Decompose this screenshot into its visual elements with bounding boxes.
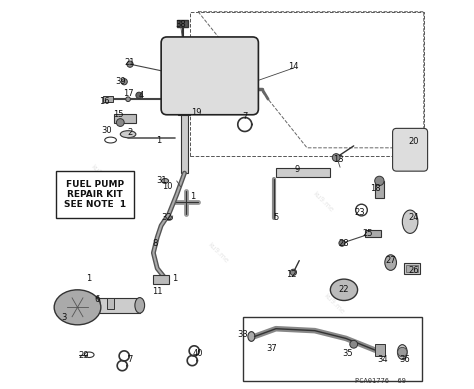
Text: 17: 17 — [123, 89, 133, 98]
Text: 19: 19 — [191, 108, 201, 117]
Text: 12: 12 — [286, 270, 297, 279]
Text: 1: 1 — [156, 135, 162, 145]
Text: 6: 6 — [94, 295, 100, 304]
Ellipse shape — [162, 179, 169, 183]
Bar — [177, 20, 188, 27]
Text: 31: 31 — [156, 176, 166, 186]
Ellipse shape — [385, 255, 396, 270]
Text: 1: 1 — [190, 192, 195, 201]
Bar — [107, 298, 114, 309]
Circle shape — [398, 347, 407, 357]
Text: 7: 7 — [242, 112, 247, 121]
Text: 39: 39 — [115, 77, 126, 86]
Text: 26: 26 — [409, 266, 419, 275]
Text: 30: 30 — [101, 126, 112, 135]
Circle shape — [136, 92, 142, 98]
Circle shape — [375, 176, 384, 186]
Bar — [178, 107, 191, 115]
Text: ku9.me: ku9.me — [206, 242, 229, 264]
Text: ku9.me: ku9.me — [90, 164, 112, 186]
Circle shape — [127, 61, 133, 67]
Text: 36: 36 — [399, 355, 410, 364]
Bar — [154, 275, 169, 284]
Text: 4: 4 — [139, 91, 144, 100]
Text: 37: 37 — [267, 343, 277, 353]
Bar — [191, 12, 424, 156]
Bar — [103, 96, 112, 102]
FancyBboxPatch shape — [161, 37, 258, 115]
Text: 13: 13 — [333, 155, 344, 164]
Text: ku9.me: ku9.me — [311, 191, 334, 214]
Circle shape — [63, 293, 92, 322]
Text: 25: 25 — [362, 229, 373, 238]
Bar — [375, 181, 383, 198]
Text: PCA01776  69: PCA01776 69 — [356, 378, 406, 384]
Text: 21: 21 — [125, 58, 135, 67]
Text: 23: 23 — [354, 207, 365, 217]
Ellipse shape — [165, 216, 173, 220]
Bar — [97, 298, 140, 313]
Circle shape — [126, 97, 130, 102]
Text: 38: 38 — [175, 19, 186, 29]
Bar — [365, 230, 381, 237]
Ellipse shape — [135, 298, 145, 313]
Text: 27: 27 — [385, 256, 396, 265]
Text: 5: 5 — [273, 213, 279, 223]
Text: 3: 3 — [61, 312, 66, 322]
Text: 1: 1 — [87, 273, 92, 283]
Bar — [56, 171, 134, 218]
Text: 29: 29 — [78, 351, 89, 361]
Text: 16: 16 — [100, 96, 110, 106]
Ellipse shape — [248, 331, 255, 342]
Text: 28: 28 — [338, 238, 349, 248]
Ellipse shape — [336, 284, 352, 296]
Bar — [375, 344, 385, 356]
Bar — [243, 317, 422, 381]
Text: 2: 2 — [128, 128, 133, 137]
Circle shape — [339, 240, 345, 246]
Circle shape — [71, 300, 84, 314]
Bar — [114, 114, 136, 123]
Circle shape — [290, 269, 297, 275]
Text: 20: 20 — [409, 137, 419, 147]
Text: 34: 34 — [378, 355, 388, 364]
Text: 11: 11 — [152, 287, 163, 296]
Text: 22: 22 — [339, 285, 349, 294]
Text: 15: 15 — [113, 110, 124, 119]
Text: 8: 8 — [153, 238, 158, 248]
Text: 24: 24 — [409, 213, 419, 223]
Bar — [404, 263, 420, 274]
Circle shape — [196, 62, 231, 97]
Circle shape — [117, 119, 124, 126]
Bar — [406, 265, 418, 272]
Text: 32: 32 — [162, 213, 172, 223]
Ellipse shape — [398, 345, 407, 359]
Text: 18: 18 — [370, 184, 381, 193]
Text: 33: 33 — [237, 330, 248, 339]
Text: FUEL PUMP
REPAIR KIT
SEE NOTE  1: FUEL PUMP REPAIR KIT SEE NOTE 1 — [64, 180, 126, 209]
Circle shape — [121, 79, 128, 85]
Text: 14: 14 — [288, 61, 299, 71]
Text: 7: 7 — [128, 355, 133, 364]
Bar — [181, 113, 188, 173]
Circle shape — [332, 154, 340, 161]
Text: 10: 10 — [162, 182, 172, 191]
Ellipse shape — [54, 290, 101, 325]
Circle shape — [350, 340, 357, 348]
Bar — [276, 168, 330, 177]
Text: 1: 1 — [172, 273, 177, 283]
Text: 40: 40 — [193, 349, 203, 359]
Ellipse shape — [120, 131, 136, 138]
Ellipse shape — [402, 210, 418, 233]
FancyBboxPatch shape — [392, 128, 428, 171]
Text: ku9.me: ku9.me — [323, 292, 346, 315]
Ellipse shape — [330, 279, 357, 300]
Circle shape — [204, 70, 223, 89]
Text: 35: 35 — [343, 349, 353, 359]
Text: 9: 9 — [295, 165, 300, 174]
